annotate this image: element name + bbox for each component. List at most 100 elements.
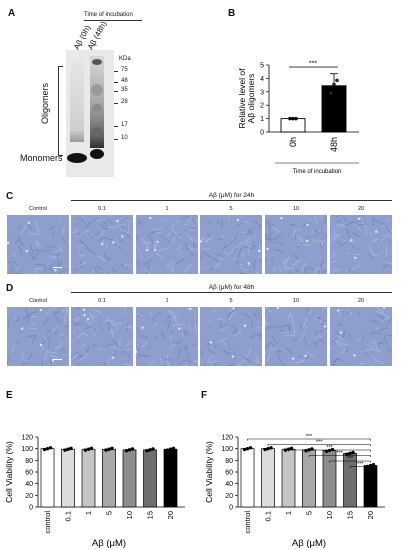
marker-label: 17	[121, 122, 128, 128]
micrograph-label: 1	[165, 298, 169, 304]
panel-letter-c: C	[6, 191, 14, 202]
data-point	[289, 446, 294, 451]
micrograph-image	[136, 215, 198, 274]
blot-header: Time of incubation	[84, 12, 133, 18]
data-point	[304, 449, 308, 453]
cell-texture	[330, 307, 392, 366]
x-tick-label: 10	[125, 511, 134, 519]
y-tick-label: 80	[25, 458, 33, 465]
micrograph-label: Control	[29, 298, 47, 304]
data-point	[124, 449, 129, 453]
y-tick-label: 20	[225, 493, 233, 500]
bar-15	[143, 449, 157, 508]
y-tick-label: 100	[221, 446, 233, 453]
data-point	[86, 447, 91, 451]
micrograph-label: Control	[29, 206, 47, 212]
micrograph-header: Aβ (μM) for 48h	[208, 284, 255, 291]
y-tick-label: 120	[221, 435, 233, 442]
data-point	[66, 447, 70, 451]
blot-header-line	[84, 20, 142, 21]
y-tick-label: 60	[25, 470, 33, 477]
bar-control	[240, 448, 255, 508]
cell-texture	[200, 215, 262, 274]
x-tick-label: 0.1	[264, 511, 273, 521]
monomers-label: Monomers	[20, 153, 63, 163]
micrograph-image	[330, 307, 392, 366]
x-tick-label: 5	[105, 511, 114, 515]
significance-label: ***	[316, 440, 323, 446]
cell-texture	[330, 215, 392, 274]
data-point	[327, 448, 332, 453]
data-point	[329, 91, 333, 95]
x-axis-label: Aβ (μM)	[292, 538, 326, 549]
data-point	[171, 446, 176, 451]
significance-label: ***	[309, 61, 317, 68]
y-tick-label: 60	[225, 470, 233, 477]
bar-10	[122, 449, 137, 508]
bar-0h	[280, 118, 306, 133]
y-tick-label: 0	[229, 505, 233, 512]
y-tick-label: 3	[260, 89, 264, 96]
x-tick-label: 1	[284, 511, 293, 515]
marker-label: 48	[121, 78, 128, 84]
bar-1	[281, 448, 296, 508]
bar-5	[302, 449, 316, 508]
panel-letter-d: D	[6, 283, 14, 294]
panel-letter-a: A	[8, 8, 16, 19]
data-point	[45, 446, 50, 451]
micrograph-label: 5	[229, 206, 233, 212]
panel-letter-b: B	[228, 8, 236, 19]
marker-label: 75	[121, 67, 128, 73]
data-point	[165, 448, 170, 452]
micrograph-image	[7, 307, 69, 366]
micrograph-label: 0.1	[98, 206, 106, 212]
scale-bar	[53, 267, 62, 268]
data-point	[130, 447, 135, 451]
x-tick-label: 1	[84, 511, 93, 515]
marker-label: 35	[121, 87, 128, 93]
y-tick-label: 4	[260, 76, 264, 83]
y-tick-label: 120	[21, 435, 33, 442]
data-point	[69, 446, 73, 451]
micrograph-label: 20	[357, 298, 365, 304]
y-label-line2: Aβ oligomers	[246, 74, 256, 124]
marker-label: 10	[121, 135, 128, 141]
y-label-line1: Relative level of	[237, 68, 247, 129]
data-point	[288, 116, 292, 121]
data-point	[127, 448, 132, 452]
x-axis-label: Aβ (μM)	[92, 538, 126, 549]
y-tick-label: 0	[29, 505, 33, 512]
micrograph-label: 0.1	[98, 298, 106, 304]
x-tick-label: control	[43, 511, 52, 534]
significance-label: ***	[357, 462, 364, 468]
cell-texture	[200, 307, 262, 366]
micrograph-header-line	[71, 292, 392, 293]
x-tick-label: 5	[305, 511, 314, 515]
cell-texture	[71, 307, 133, 366]
cell-texture	[265, 307, 327, 366]
significance-label: ***	[326, 445, 333, 451]
micrograph-image	[200, 215, 262, 274]
significance-label: ***	[306, 434, 313, 440]
data-point	[345, 452, 349, 456]
marker-tick	[114, 126, 118, 127]
data-point	[245, 446, 250, 451]
data-point	[83, 448, 88, 452]
x-tick-label: 15	[346, 511, 355, 519]
y-tick-label: 5	[260, 63, 264, 70]
panel-letter-e: E	[6, 390, 13, 401]
micrograph-image	[265, 307, 327, 366]
y-axis-label: Cell Viability (%)	[4, 441, 14, 503]
cell-texture	[7, 307, 69, 366]
x-tick-label: 20	[166, 511, 175, 519]
lane-label-48h: Aβ (48h)	[86, 19, 109, 52]
micrograph-image	[71, 215, 133, 274]
x-axis-label: Time of incubation	[293, 169, 342, 175]
marker-tick	[114, 139, 118, 140]
x-tick-label: 15	[146, 511, 155, 519]
data-point	[151, 447, 155, 451]
data-point	[242, 447, 247, 452]
x-tick-label: 20	[366, 511, 375, 519]
data-point	[283, 448, 288, 452]
